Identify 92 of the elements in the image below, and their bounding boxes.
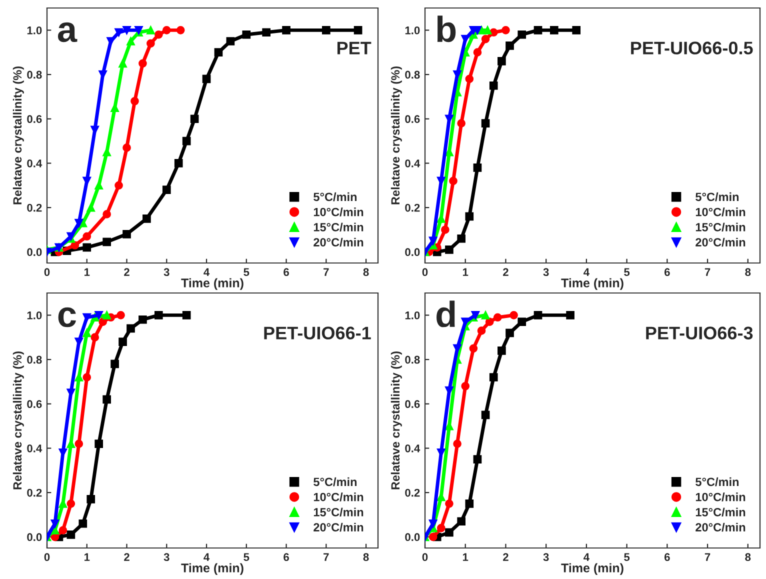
y-axis-title: Relatave crystallinity (%): [12, 66, 24, 204]
x-tick-label: 5: [244, 553, 250, 562]
x-tick-label: 6: [284, 553, 289, 562]
x-tick-label: 7: [324, 553, 329, 561]
x-tick-label: 3: [164, 553, 170, 562]
x-tick-label: 7: [324, 268, 329, 276]
y-tick-label: 1.0: [27, 311, 42, 320]
x-tick-label: 6: [664, 553, 670, 562]
x-tick-label: 7: [704, 553, 710, 561]
y-tick-label: 1.0: [27, 26, 42, 34]
x-tick-label: 8: [745, 268, 751, 276]
annotation: PET-UIO66-0.5: [631, 42, 753, 54]
legend-label: 10°C/min: [696, 492, 746, 502]
y-tick-label: 0.8: [405, 356, 420, 364]
annotation: a: [58, 22, 78, 42]
x-axis-title: Time (min): [181, 278, 244, 290]
x-tick-label: 5: [624, 553, 630, 562]
y-tick-label: 0.2: [405, 204, 420, 212]
annotation: c: [58, 307, 76, 328]
annotation: PET-UIO66-1: [264, 326, 371, 340]
legend-label: 10°C/min: [314, 492, 364, 502]
x-tick-label: 8: [363, 268, 369, 276]
y-axis-title: Relatave crystallinity (%): [390, 66, 402, 204]
legend-label: 15°C/min: [696, 222, 746, 232]
y-tick-label: 0.8: [27, 70, 42, 79]
legend-label: 20°C/min: [696, 522, 746, 532]
legend-label: 10°C/min: [696, 208, 746, 216]
y-tick-label: 0.4: [27, 444, 42, 452]
y-tick-label: 0.6: [27, 115, 42, 124]
legend-label: 5°C/min: [696, 192, 739, 202]
x-tick-label: 2: [124, 268, 130, 276]
x-tick-label: 8: [745, 553, 751, 562]
y-tick-label: 0.2: [27, 488, 42, 497]
x-axis-title: Time (min): [561, 563, 624, 575]
legend-label: 15°C/min: [314, 508, 364, 516]
legend-label: 5°C/min: [696, 477, 739, 486]
y-tick-label: 0.6: [405, 115, 420, 124]
legend-label: 5°C/min: [314, 477, 357, 486]
x-tick-label: 5: [624, 268, 630, 276]
x-tick-label: 0: [422, 553, 428, 562]
y-tick-label: 1.0: [405, 311, 420, 320]
y-tick-label: 0.0: [27, 248, 42, 256]
y-tick-label: 0.2: [27, 204, 42, 212]
x-tick-label: 4: [584, 553, 590, 561]
y-tick-label: 0.4: [27, 159, 42, 168]
annotation: PET-UIO66-3: [646, 326, 753, 340]
annotation: b: [437, 16, 456, 42]
x-tick-label: 2: [503, 553, 508, 561]
y-tick-label: 1.0: [405, 26, 420, 34]
legend-label: 20°C/min: [314, 238, 364, 247]
y-tick-label: 0.8: [405, 70, 420, 79]
x-tick-label: 4: [204, 268, 210, 276]
legend-label: 10°C/min: [314, 208, 364, 216]
y-tick-label: 0.4: [405, 159, 420, 168]
x-tick-label: 5: [244, 268, 250, 276]
annotation: d: [436, 300, 455, 328]
x-tick-label: 6: [284, 268, 289, 276]
x-tick-label: 1: [462, 268, 468, 276]
x-axis-title: Time (min): [181, 563, 244, 575]
legend-label: 20°C/min: [314, 522, 364, 532]
x-tick-label: 4: [204, 553, 210, 561]
x-tick-label: 0: [44, 268, 50, 276]
x-axis-title: Time (min): [561, 278, 624, 290]
x-tick-label: 3: [543, 553, 549, 562]
legend-label: 15°C/min: [696, 508, 746, 516]
legend-label: 20°C/min: [696, 238, 746, 247]
y-tick-label: 0.0: [27, 533, 42, 542]
x-tick-label: 3: [543, 268, 549, 276]
legend-label: 15°C/min: [314, 222, 364, 232]
y-axis-title: Relatave crystallinity (%): [12, 352, 24, 490]
x-tick-label: 1: [84, 553, 90, 561]
x-tick-label: 2: [503, 268, 508, 276]
y-tick-label: 0.6: [405, 400, 420, 408]
x-tick-label: 6: [664, 268, 670, 276]
x-tick-label: 4: [584, 268, 590, 276]
x-tick-label: 1: [84, 268, 90, 276]
y-tick-label: 0.0: [405, 533, 420, 542]
legend-label: 5°C/min: [314, 192, 357, 202]
x-tick-label: 0: [422, 268, 428, 276]
x-tick-label: 0: [44, 553, 50, 562]
y-tick-label: 0.4: [405, 444, 420, 452]
x-tick-label: 7: [704, 268, 710, 276]
y-tick-label: 0.2: [405, 488, 420, 497]
y-tick-label: 0.8: [27, 356, 42, 364]
x-tick-label: 2: [124, 553, 130, 561]
x-tick-label: 8: [363, 553, 369, 562]
annotation: PET: [337, 42, 372, 54]
y-axis-title: Relatave crystallinity (%): [390, 352, 402, 490]
y-tick-label: 0.0: [405, 248, 420, 256]
y-tick-label: 0.6: [27, 400, 42, 408]
x-tick-label: 1: [462, 553, 468, 561]
x-tick-label: 3: [164, 268, 170, 276]
